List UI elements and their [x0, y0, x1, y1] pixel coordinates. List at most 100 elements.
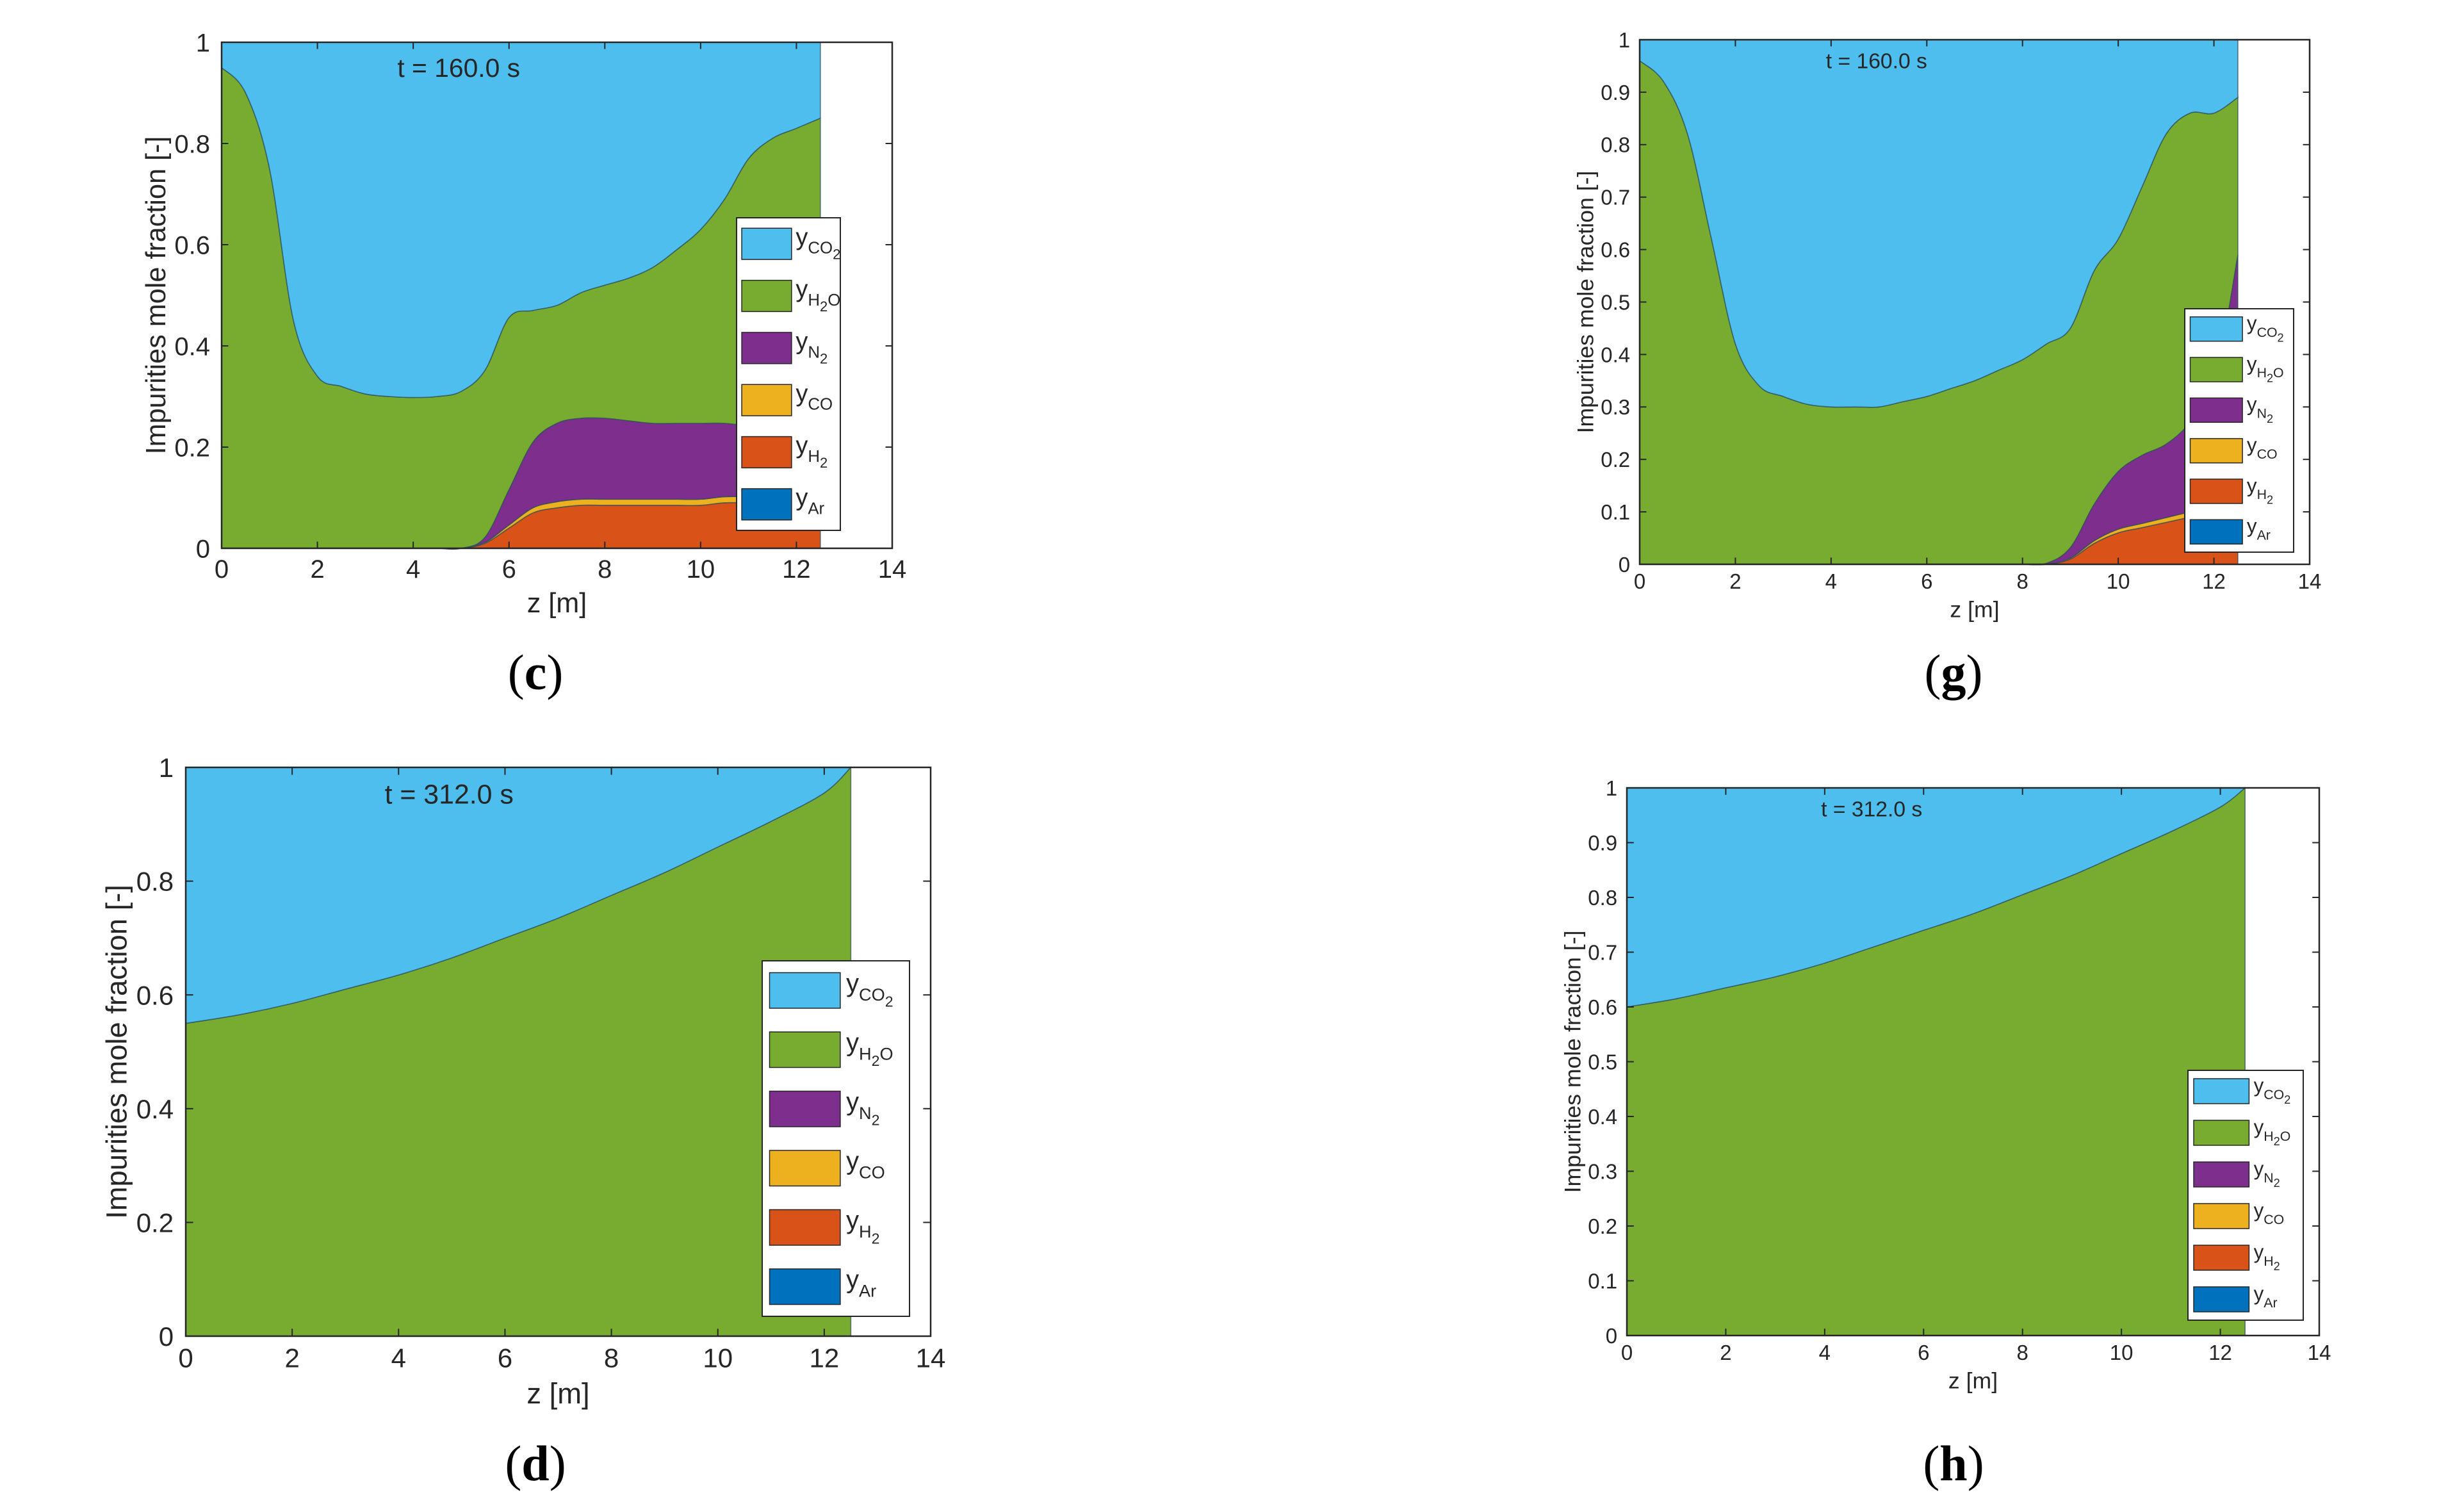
x-tick-label: 14 — [2298, 569, 2322, 593]
x-tick-label: 12 — [809, 1343, 839, 1373]
chart-title: t = 160.0 s — [1826, 50, 1927, 74]
x-tick-label: 4 — [406, 555, 420, 584]
y-axis-label: Impurities mole fraction [-] — [1572, 171, 1598, 434]
y-tick-label: 0.2 — [1588, 1214, 1617, 1238]
legend-label: yAr — [846, 1266, 876, 1301]
y-tick-label: 1 — [1619, 28, 1630, 52]
chart-title: t = 160.0 s — [397, 53, 520, 83]
legend-label: yH2 — [846, 1206, 879, 1247]
legend-label: yH2O — [2254, 1116, 2291, 1148]
legend-swatch — [2189, 397, 2243, 423]
y-tick-label: 0.8 — [1588, 886, 1617, 910]
legend-swatch — [741, 227, 792, 260]
y-tick-label: 1 — [1606, 776, 1617, 800]
x-axis-label: z [m] — [1948, 1368, 1998, 1394]
y-tick-label: 0 — [196, 535, 210, 563]
y-tick-label: 1 — [196, 29, 210, 57]
x-tick-label: 0 — [1634, 569, 1645, 593]
y-tick-label: 0.5 — [1601, 290, 1630, 314]
y-tick-label: 0.6 — [1601, 238, 1630, 261]
legend-label: yAr — [2254, 1282, 2278, 1311]
chart-title: t = 312.0 s — [1821, 798, 1922, 822]
panel-label-c: (c) — [507, 644, 564, 700]
y-tick-label: 0.4 — [174, 332, 210, 361]
y-tick-label: 0 — [1619, 553, 1630, 576]
x-tick-label: 4 — [1825, 569, 1837, 593]
x-tick-label: 8 — [2017, 1341, 2028, 1364]
x-tick-label: 6 — [1918, 1341, 1929, 1364]
legend-swatch — [2193, 1203, 2250, 1229]
axes-box — [220, 41, 893, 550]
y-tick-label: 0.4 — [1588, 1105, 1617, 1129]
legend-label: yCO — [795, 380, 833, 413]
panel-label-d: (d) — [505, 1435, 566, 1491]
legend-label: yH2O — [2247, 352, 2284, 384]
legend-swatch — [2189, 437, 2243, 464]
y-tick-label: 0.6 — [1588, 995, 1617, 1019]
legend-swatch — [769, 1031, 841, 1068]
axes-box — [184, 766, 932, 1337]
y-tick-label: 0.6 — [174, 231, 210, 259]
x-tick-label: 14 — [916, 1343, 946, 1373]
y-tick-label: 0.3 — [1588, 1159, 1617, 1183]
y-tick-label: 0.4 — [136, 1094, 174, 1124]
legend-swatch — [741, 279, 792, 313]
x-tick-label: 2 — [1729, 569, 1741, 593]
legend-swatch — [2189, 519, 2243, 545]
panel-label-h: (h) — [1923, 1435, 1984, 1491]
y-tick-label: 0.8 — [174, 130, 210, 158]
y-tick-label: 0.4 — [1601, 343, 1630, 366]
legend-swatch — [2189, 357, 2243, 382]
legend-swatch — [2189, 316, 2243, 342]
y-tick-label: 0.2 — [136, 1208, 174, 1238]
x-tick-label: 0 — [178, 1343, 193, 1373]
y-tick-label: 0.2 — [1601, 448, 1630, 471]
x-tick-label: 6 — [502, 555, 516, 584]
y-tick-label: 1 — [159, 753, 174, 783]
legend-swatch — [741, 384, 792, 416]
y-tick-label: 0.9 — [1601, 81, 1630, 104]
chart-title: t = 312.0 s — [385, 780, 514, 810]
x-axis-label: z [m] — [526, 1377, 589, 1410]
y-axis-label: Impurities mole fraction [-] — [141, 136, 172, 455]
legend-box — [736, 217, 841, 531]
x-tick-label: 4 — [391, 1343, 406, 1373]
x-tick-label: 0 — [215, 555, 229, 584]
legend-swatch — [769, 1209, 841, 1246]
legend-swatch — [769, 1090, 841, 1127]
legend-label: yCO2 — [2254, 1074, 2291, 1106]
y-axis-label: Impurities mole fraction [-] — [101, 885, 133, 1219]
legend-swatch — [2193, 1078, 2250, 1104]
x-tick-label: 10 — [2107, 569, 2130, 593]
legend-label: yH2 — [2247, 474, 2273, 506]
x-tick-label: 2 — [284, 1343, 299, 1373]
legend-label: yCO2 — [846, 969, 893, 1009]
x-tick-label: 8 — [2017, 569, 2028, 593]
legend-label: yN2 — [795, 328, 828, 366]
x-tick-label: 12 — [2208, 1341, 2232, 1364]
y-tick-label: 0.6 — [136, 980, 174, 1010]
y-tick-label: 0.9 — [1588, 831, 1617, 854]
legend-label: yN2 — [846, 1088, 879, 1128]
x-tick-label: 0 — [1621, 1341, 1633, 1364]
x-tick-label: 10 — [687, 555, 715, 584]
legend-label: yAr — [795, 484, 824, 518]
x-tick-label: 14 — [2308, 1341, 2331, 1364]
legend-box — [2184, 308, 2294, 553]
x-tick-label: 8 — [598, 555, 612, 584]
y-tick-label: 0.7 — [1588, 940, 1617, 964]
y-tick-label: 0.5 — [1588, 1050, 1617, 1074]
x-tick-label: 10 — [2110, 1341, 2134, 1364]
legend-swatch — [769, 972, 841, 1009]
legend-label: yCO — [2247, 434, 2278, 462]
legend-label: yCO — [2254, 1199, 2285, 1227]
x-tick-label: 8 — [604, 1343, 619, 1373]
x-tick-label: 2 — [310, 555, 324, 584]
x-tick-label: 4 — [1819, 1341, 1831, 1364]
y-tick-label: 0.8 — [136, 867, 174, 897]
y-axis-label: Impurities mole fraction [-] — [1560, 931, 1585, 1193]
